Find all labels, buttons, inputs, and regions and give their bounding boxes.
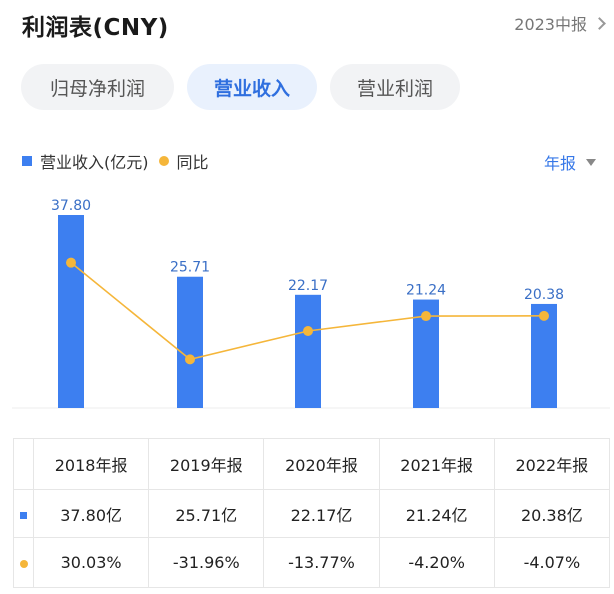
bar-data-label: 25.71 <box>170 260 210 276</box>
yoy-point[interactable] <box>539 310 549 321</box>
period-label: 2023中报 <box>514 15 587 34</box>
revenue-chart: 37.80 25.71 22.17 21.24 20.38 <box>12 198 610 409</box>
triangle-down-icon <box>586 158 596 166</box>
table-year-cell: 2021年报 <box>378 438 495 490</box>
revenue-marker-cell <box>13 489 34 538</box>
tab-revenue[interactable]: 营业收入 <box>187 64 317 110</box>
revenue-bar[interactable] <box>177 276 203 408</box>
report-type-dropdown[interactable]: 年报 <box>544 150 596 174</box>
header: 利润表(CNY) 2023中报 <box>0 0 614 44</box>
yoy-value: 30.03% <box>32 537 150 588</box>
tab-bar: 归母净利润 营业收入 营业利润 <box>0 64 614 110</box>
data-table: 2018年报 2019年报 2020年报 2021年报 2022年报 37.80… <box>13 438 611 588</box>
tab-net-profit[interactable]: 归母净利润 <box>21 64 174 110</box>
yoy-value: -4.07% <box>493 537 611 588</box>
chart-legend: 营业收入(亿元) 同比 <box>22 149 209 173</box>
yoy-value: -4.20% <box>378 537 495 588</box>
table-header-row: 2018年报 2019年报 2020年报 2021年报 2022年报 <box>13 438 611 490</box>
table-row-revenue: 37.80亿 25.71亿 22.17亿 21.24亿 20.38亿 <box>13 489 611 538</box>
yoy-point[interactable] <box>185 354 195 365</box>
revenue-value: 20.38亿 <box>493 489 611 538</box>
yoy-point[interactable] <box>66 257 76 268</box>
bar-data-label: 37.80 <box>51 198 91 214</box>
yoy-value: -13.77% <box>263 537 380 588</box>
revenue-bar[interactable] <box>295 294 321 408</box>
chevron-right-icon <box>593 16 606 30</box>
revenue-value: 22.17亿 <box>263 489 380 538</box>
bar-square-icon <box>20 512 27 519</box>
tab-operating-profit[interactable]: 营业利润 <box>330 64 460 110</box>
table-year-cell: 2020年报 <box>263 438 380 490</box>
revenue-value: 37.80亿 <box>32 489 150 538</box>
bar-data-label: 20.38 <box>524 287 564 303</box>
yoy-marker-cell <box>13 537 34 588</box>
legend-bar-label: 营业收入(亿元) <box>40 153 149 172</box>
line-dot-icon <box>19 560 28 568</box>
table-year-cell: 2019年报 <box>148 438 265 490</box>
bar-legend-swatch-icon <box>22 156 32 166</box>
page-title: 利润表(CNY) <box>22 15 169 41</box>
legend-line-label: 同比 <box>176 153 209 172</box>
report-type-label: 年报 <box>543 154 576 173</box>
line-legend-dot-icon <box>158 156 169 166</box>
yoy-point[interactable] <box>303 325 313 336</box>
yoy-value: -31.96% <box>148 537 265 588</box>
revenue-value: 25.71亿 <box>148 489 265 538</box>
period-selector[interactable]: 2023中报 <box>514 11 606 35</box>
table-corner-cell <box>13 438 34 490</box>
revenue-value: 21.24亿 <box>378 489 495 538</box>
yoy-point[interactable] <box>421 311 431 322</box>
bar-data-label: 21.24 <box>406 283 446 299</box>
bar-data-label: 22.17 <box>288 278 328 294</box>
revenue-bar[interactable] <box>58 215 84 408</box>
table-year-cell: 2022年报 <box>493 438 611 490</box>
table-year-cell: 2018年报 <box>32 438 150 490</box>
revenue-bar[interactable] <box>531 303 557 408</box>
table-row-yoy: 30.03% -31.96% -13.77% -4.20% -4.07% <box>13 537 611 588</box>
